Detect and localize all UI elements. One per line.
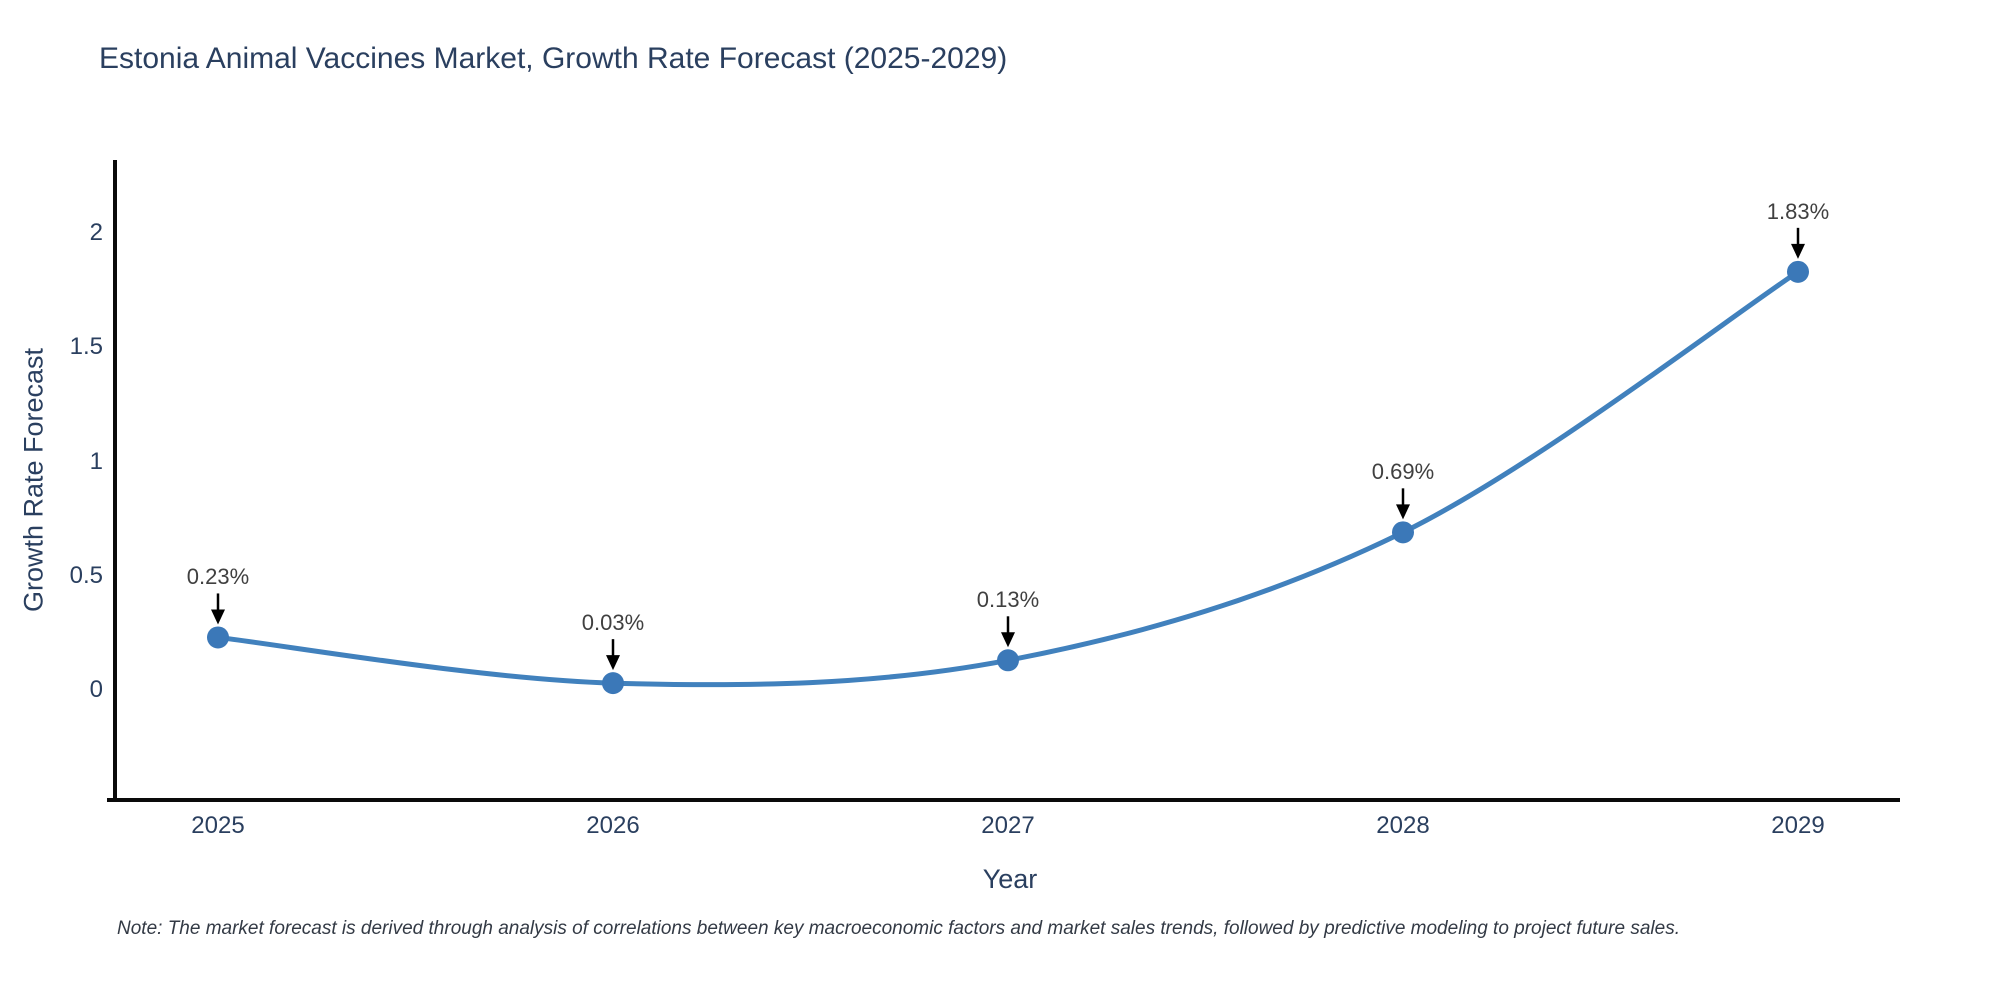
data-point-annotation: 1.83% <box>1766 198 1830 224</box>
data-point-marker[interactable] <box>207 626 229 649</box>
x-axis-tick-label: 2028 <box>1376 812 1430 839</box>
footnote: Note: The market forecast is derived thr… <box>117 918 1680 939</box>
data-point-annotation: 0.69% <box>1371 459 1435 485</box>
annotation-arrowhead-icon <box>1791 243 1805 259</box>
x-axis-tick-label: 2026 <box>586 812 640 839</box>
annotation-arrowhead-icon <box>211 609 225 625</box>
data-point-marker[interactable] <box>1392 521 1414 544</box>
x-axis-tick-label: 2025 <box>191 812 245 839</box>
y-axis-tick-label: 1 <box>89 447 103 475</box>
data-point-annotation: 0.23% <box>186 564 250 590</box>
annotation-arrowhead-icon <box>606 655 620 671</box>
y-axis-tick-label: 0.5 <box>69 561 103 589</box>
annotation-arrowhead-icon <box>1396 504 1410 520</box>
chart-title: Estonia Animal Vaccines Market, Growth R… <box>99 42 1008 75</box>
x-axis-tick-label: 2027 <box>981 812 1035 839</box>
data-point-marker[interactable] <box>997 649 1019 672</box>
data-point-marker[interactable] <box>1787 260 1809 283</box>
x-axis-title: Year <box>982 864 1038 894</box>
y-axis-tick-label: 0 <box>89 676 103 703</box>
data-point-annotation: 0.03% <box>581 610 645 636</box>
annotation-arrowhead-icon <box>1001 632 1015 648</box>
y-axis-tick-label: 2 <box>89 219 103 246</box>
data-point-annotation: 0.13% <box>976 587 1040 613</box>
data-point-marker[interactable] <box>602 672 624 695</box>
x-axis-tick-label: 2029 <box>1771 812 1825 839</box>
y-axis-tick-label: 1.5 <box>69 333 103 361</box>
